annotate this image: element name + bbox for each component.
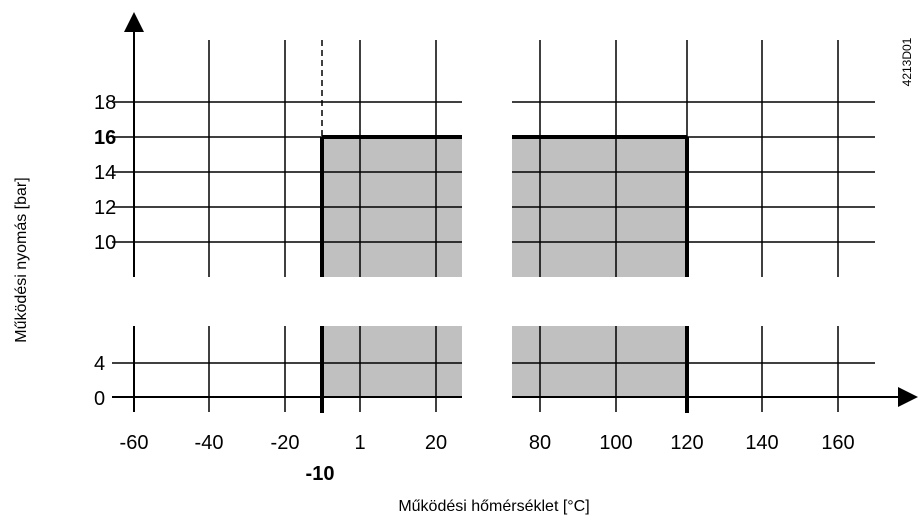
x-tick-label: 1 (354, 432, 365, 454)
x-tick-label: -60 (120, 432, 149, 454)
x-tick-label-min-temp: -10 (306, 463, 335, 485)
x-tick-label: 100 (599, 432, 632, 454)
grid-lines (112, 40, 875, 412)
y-tick-label: 0 (94, 388, 105, 410)
x-tick-label: 140 (745, 432, 778, 454)
x-tick-label: 120 (670, 432, 703, 454)
operating-region (322, 137, 687, 397)
x-tick-label: -40 (195, 432, 224, 454)
x-tick-label: 160 (821, 432, 854, 454)
figure-code: 4213D01 (900, 37, 914, 86)
axes (112, 12, 918, 412)
y-tick-label: 14 (94, 162, 116, 184)
y-tick-label: 10 (94, 232, 116, 254)
region-fill-4 (512, 326, 687, 397)
y-tick-label: 12 (94, 197, 116, 219)
x-tick-label: -20 (271, 432, 300, 454)
tick-labels: -60 -40 -20 1 20 80 100 120 140 160-1004101214161… (94, 92, 855, 485)
region-fill-3 (322, 326, 462, 397)
y-axis-title: Működési nyomás [bar] (13, 177, 30, 342)
x-tick-label: 20 (425, 432, 447, 454)
x-tick-label: 80 (529, 432, 551, 454)
x-axis-title: Működési hőmérséklet [°C] (398, 498, 589, 515)
y-tick-label: 18 (94, 92, 116, 114)
y-tick-label-max-pressure: 16 (94, 127, 116, 149)
operating-region-border (320, 135, 689, 413)
y-tick-label: 4 (94, 353, 105, 375)
